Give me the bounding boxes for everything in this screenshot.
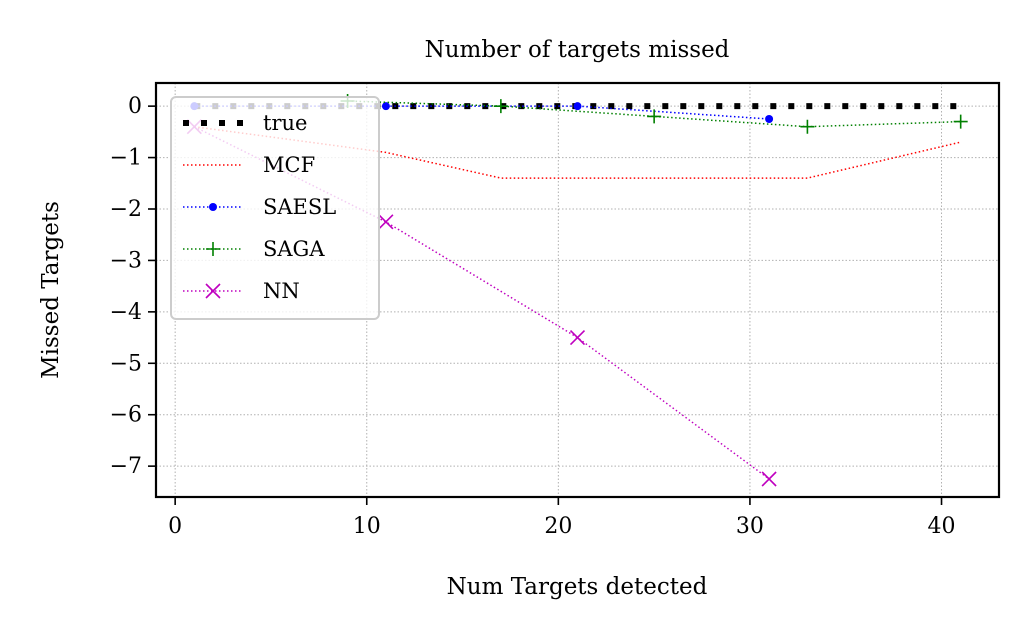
x-axis-ticks: 0 10 20 30 40 (168, 497, 956, 539)
legend-item-saesl: SAESL (183, 195, 336, 219)
y-tick-label: −3 (110, 248, 142, 273)
legend-label-nn: NN (263, 279, 300, 303)
legend-marker-saesl (209, 203, 217, 211)
legend-marker-nn (205, 283, 221, 299)
data-point-saga (800, 119, 815, 134)
data-point-saesl (381, 102, 390, 111)
legend-marker-saga (206, 242, 220, 256)
legend: true MCF SAESL SAGA NN (170, 96, 380, 320)
data-point-nn (378, 214, 394, 230)
data-point-saesl (765, 115, 774, 123)
data-point-nn (569, 330, 586, 346)
x-tick-label: 20 (544, 514, 572, 539)
y-axis-ticks: 0 −1 −2 −3 −4 −5 −6 −7 (110, 94, 156, 479)
x-tick-label: 30 (736, 514, 764, 539)
data-point-nn (761, 471, 777, 487)
legend-item-mcf: MCF (183, 153, 315, 177)
legend-label-mcf: MCF (263, 153, 315, 177)
data-point-saga (647, 109, 662, 124)
y-tick-label: −4 (110, 300, 142, 325)
x-tick-label: 40 (928, 514, 956, 539)
legend-box (170, 96, 380, 320)
data-point-saga (953, 114, 968, 129)
chart-title: Number of targets missed (425, 37, 730, 63)
data-point-saga (493, 99, 508, 114)
y-tick-label: −6 (110, 403, 142, 428)
y-tick-label: −5 (110, 351, 142, 376)
legend-label-true: true (263, 111, 307, 135)
data-point-saesl (573, 102, 582, 111)
legend-label-saga: SAGA (263, 237, 325, 261)
legend-item-saga: SAGA (183, 237, 325, 261)
y-axis-label: Missed Targets (38, 201, 64, 379)
legend-item-true: true (183, 111, 307, 135)
y-tick-label: −2 (110, 197, 142, 222)
series-line-nn (193, 126, 770, 480)
x-tick-label: 10 (353, 514, 381, 539)
y-tick-label: −7 (110, 454, 142, 479)
y-tick-label: 0 (128, 94, 142, 119)
x-axis-label: Num Targets detected (447, 574, 708, 600)
y-tick-label: −1 (110, 146, 142, 171)
legend-item-nn: NN (183, 279, 300, 303)
plot-frame (154, 81, 1001, 499)
x-tick-label: 0 (168, 514, 182, 539)
legend-label-saesl: SAESL (263, 195, 336, 219)
